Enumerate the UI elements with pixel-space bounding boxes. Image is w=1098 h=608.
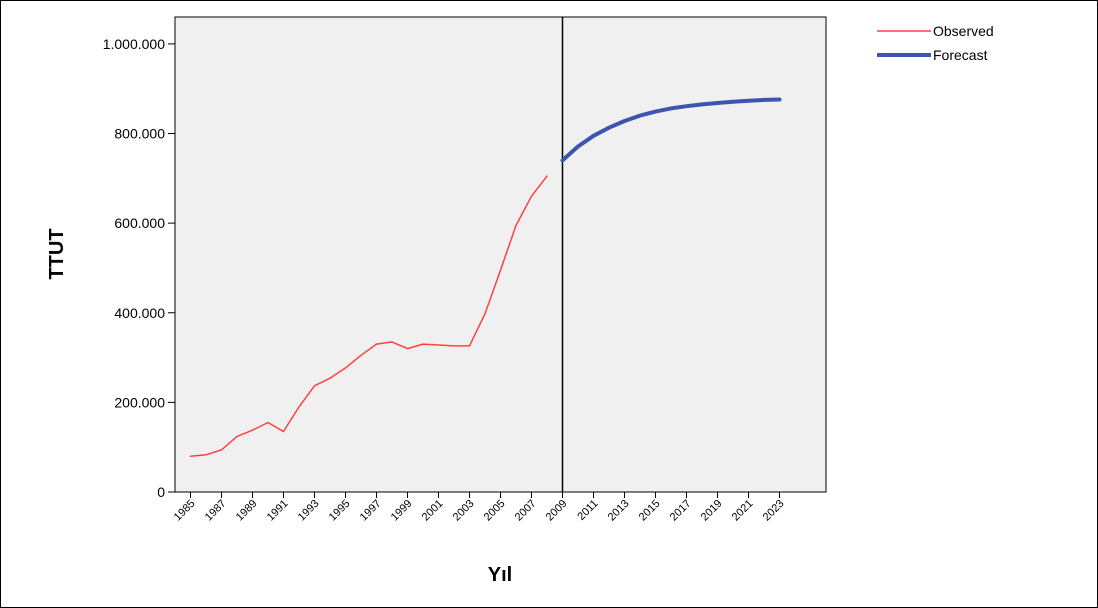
x-tick-label: 2005 — [482, 498, 508, 524]
y-tick-label: 400.000 — [114, 305, 165, 321]
series-layer — [189, 97, 782, 457]
x-tick-label: 1993 — [296, 498, 322, 524]
y-tick-label: 1.000.000 — [103, 36, 165, 52]
x-tick-label: 1991 — [265, 498, 291, 524]
y-axis: 0 200.000 400.000 600.000 800.000 1.000.000 — [103, 36, 175, 500]
y-tick-label: 0 — [157, 484, 165, 500]
x-tick-label: 2001 — [420, 498, 446, 524]
x-tick-label: 1989 — [234, 498, 260, 524]
y-tick-label: 200.000 — [114, 394, 165, 410]
legend-label-forecast: Forecast — [933, 47, 988, 63]
legend-label-observed: Observed — [933, 23, 994, 39]
y-axis-title: TTUT — [46, 228, 68, 279]
x-tick-label: 2011 — [575, 498, 600, 523]
x-axis: 1985 1987 1989 1991 1993 1995 1997 1999 2001 2003… — [172, 492, 787, 523]
x-axis-title: Yıl — [488, 564, 512, 586]
x-tick-label: 2019 — [699, 498, 725, 524]
x-tick-label: 2015 — [637, 498, 663, 524]
plot-area — [174, 16, 827, 493]
series-line-observed — [189, 175, 548, 457]
x-tick-label: 2013 — [606, 498, 632, 524]
legend: Observed Forecast — [877, 23, 994, 63]
x-tick-label: 1997 — [358, 498, 384, 524]
x-tick-label: 2023 — [761, 498, 787, 524]
x-tick-label: 1985 — [172, 498, 198, 524]
x-tick-label: 2007 — [513, 498, 539, 524]
x-tick-label: 2009 — [544, 498, 570, 524]
series-line-forecast — [560, 97, 782, 163]
x-tick-label: 1995 — [327, 498, 353, 524]
y-tick-label: 800.000 — [114, 126, 165, 142]
x-tick-label: 2003 — [451, 498, 477, 524]
y-tick-label: 600.000 — [114, 215, 165, 231]
x-tick-label: 2021 — [730, 498, 756, 524]
x-tick-label: 2017 — [668, 498, 694, 524]
x-tick-label: 1999 — [389, 498, 415, 524]
x-tick-label: 1987 — [203, 498, 229, 524]
